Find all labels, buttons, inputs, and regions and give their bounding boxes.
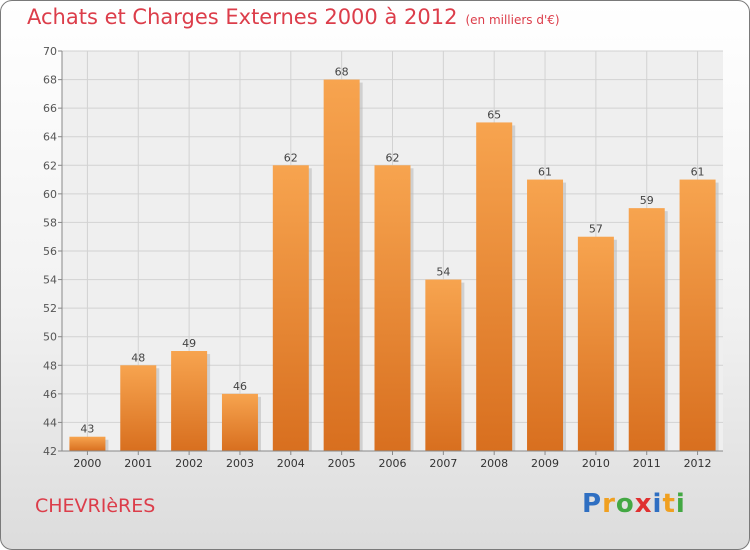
- x-tick-label: 2004: [277, 457, 305, 470]
- logo-letter: i: [675, 489, 686, 519]
- axes: 42 44 46 48 50 52 54 56 58 60 62 64 66 68 70 2000 2001 20…: [43, 45, 723, 470]
- y-tick-label: 62: [43, 159, 57, 172]
- x-tick-label: 2001: [124, 457, 152, 470]
- logo-letter: x: [634, 489, 653, 519]
- y-tick-label: 60: [43, 188, 57, 201]
- x-tick-label: 2008: [480, 457, 508, 470]
- bar-value-label: 65: [487, 108, 501, 121]
- y-tick-label: 44: [43, 416, 57, 429]
- chart-title: Achats et Charges Externes 2000 à 2012 (e…: [27, 5, 560, 29]
- y-tick-label: 68: [43, 74, 57, 87]
- y-tick-label: 66: [43, 102, 57, 115]
- title-unit: (en milliers d'€): [465, 13, 560, 27]
- y-tick-label: 52: [43, 302, 57, 315]
- x-tick-label: 2011: [633, 457, 661, 470]
- commune-name: CHEVRIèRES: [35, 495, 156, 517]
- y-tick-label: 54: [43, 274, 57, 287]
- y-tick-label: 64: [43, 131, 57, 144]
- x-tick-label: 2009: [531, 457, 559, 470]
- logo-letter: t: [662, 489, 676, 519]
- y-tick-label: 58: [43, 216, 57, 229]
- bar-2008: [476, 122, 513, 451]
- bar-2003: [221, 393, 258, 451]
- bars: 43 48 49 46 62 68 62 54 65 61 57 59 61: [69, 66, 719, 452]
- x-tick-label: 2007: [429, 457, 457, 470]
- y-tick-label: 56: [43, 245, 57, 258]
- x-tick-label: 2003: [226, 457, 254, 470]
- x-tick-label: 2000: [73, 457, 101, 470]
- x-tick-label: 2002: [175, 457, 203, 470]
- bar-value-label: 62: [386, 151, 400, 164]
- x-tick-label: 2010: [582, 457, 610, 470]
- y-tick-label: 42: [43, 445, 57, 458]
- bar-value-label: 68: [335, 66, 349, 79]
- bar-value-label: 57: [589, 223, 603, 236]
- x-tick-label: 2012: [684, 457, 712, 470]
- logo-letter: o: [615, 489, 635, 519]
- logo-letter: P: [582, 489, 603, 519]
- bar-value-label: 43: [80, 423, 94, 436]
- y-tick-label: 70: [43, 45, 57, 58]
- bar-2011: [628, 208, 665, 451]
- bar-value-label: 61: [538, 166, 552, 179]
- bar-2001: [120, 365, 157, 451]
- bar-value-label: 48: [131, 351, 145, 364]
- x-tick-label: 2006: [379, 457, 407, 470]
- bar-2000: [69, 436, 106, 451]
- bar-value-label: 49: [182, 337, 196, 350]
- title-text: Achats et Charges Externes 2000 à 2012: [27, 5, 458, 29]
- logo-letter: r: [602, 489, 616, 519]
- logo-letter: i: [652, 489, 663, 519]
- y-tick-label: 48: [43, 359, 57, 372]
- bar-value-label: 59: [640, 194, 654, 207]
- bar-2012: [679, 179, 716, 452]
- y-tick-label: 46: [43, 388, 57, 401]
- bar-2010: [577, 236, 614, 451]
- bar-2009: [527, 179, 564, 452]
- bar-value-label: 46: [233, 380, 247, 393]
- bar-value-label: 62: [284, 151, 298, 164]
- bar-2006: [374, 165, 411, 452]
- y-tick-label: 50: [43, 331, 57, 344]
- bar-2004: [272, 165, 309, 452]
- bar-2005: [323, 79, 360, 452]
- bar-value-label: 54: [436, 266, 450, 279]
- bar-2007: [425, 279, 462, 451]
- bar-value-label: 61: [691, 166, 705, 179]
- bar-2002: [171, 351, 208, 451]
- proxiti-logo[interactable]: Proxiti: [582, 489, 686, 519]
- x-tick-label: 2005: [328, 457, 356, 470]
